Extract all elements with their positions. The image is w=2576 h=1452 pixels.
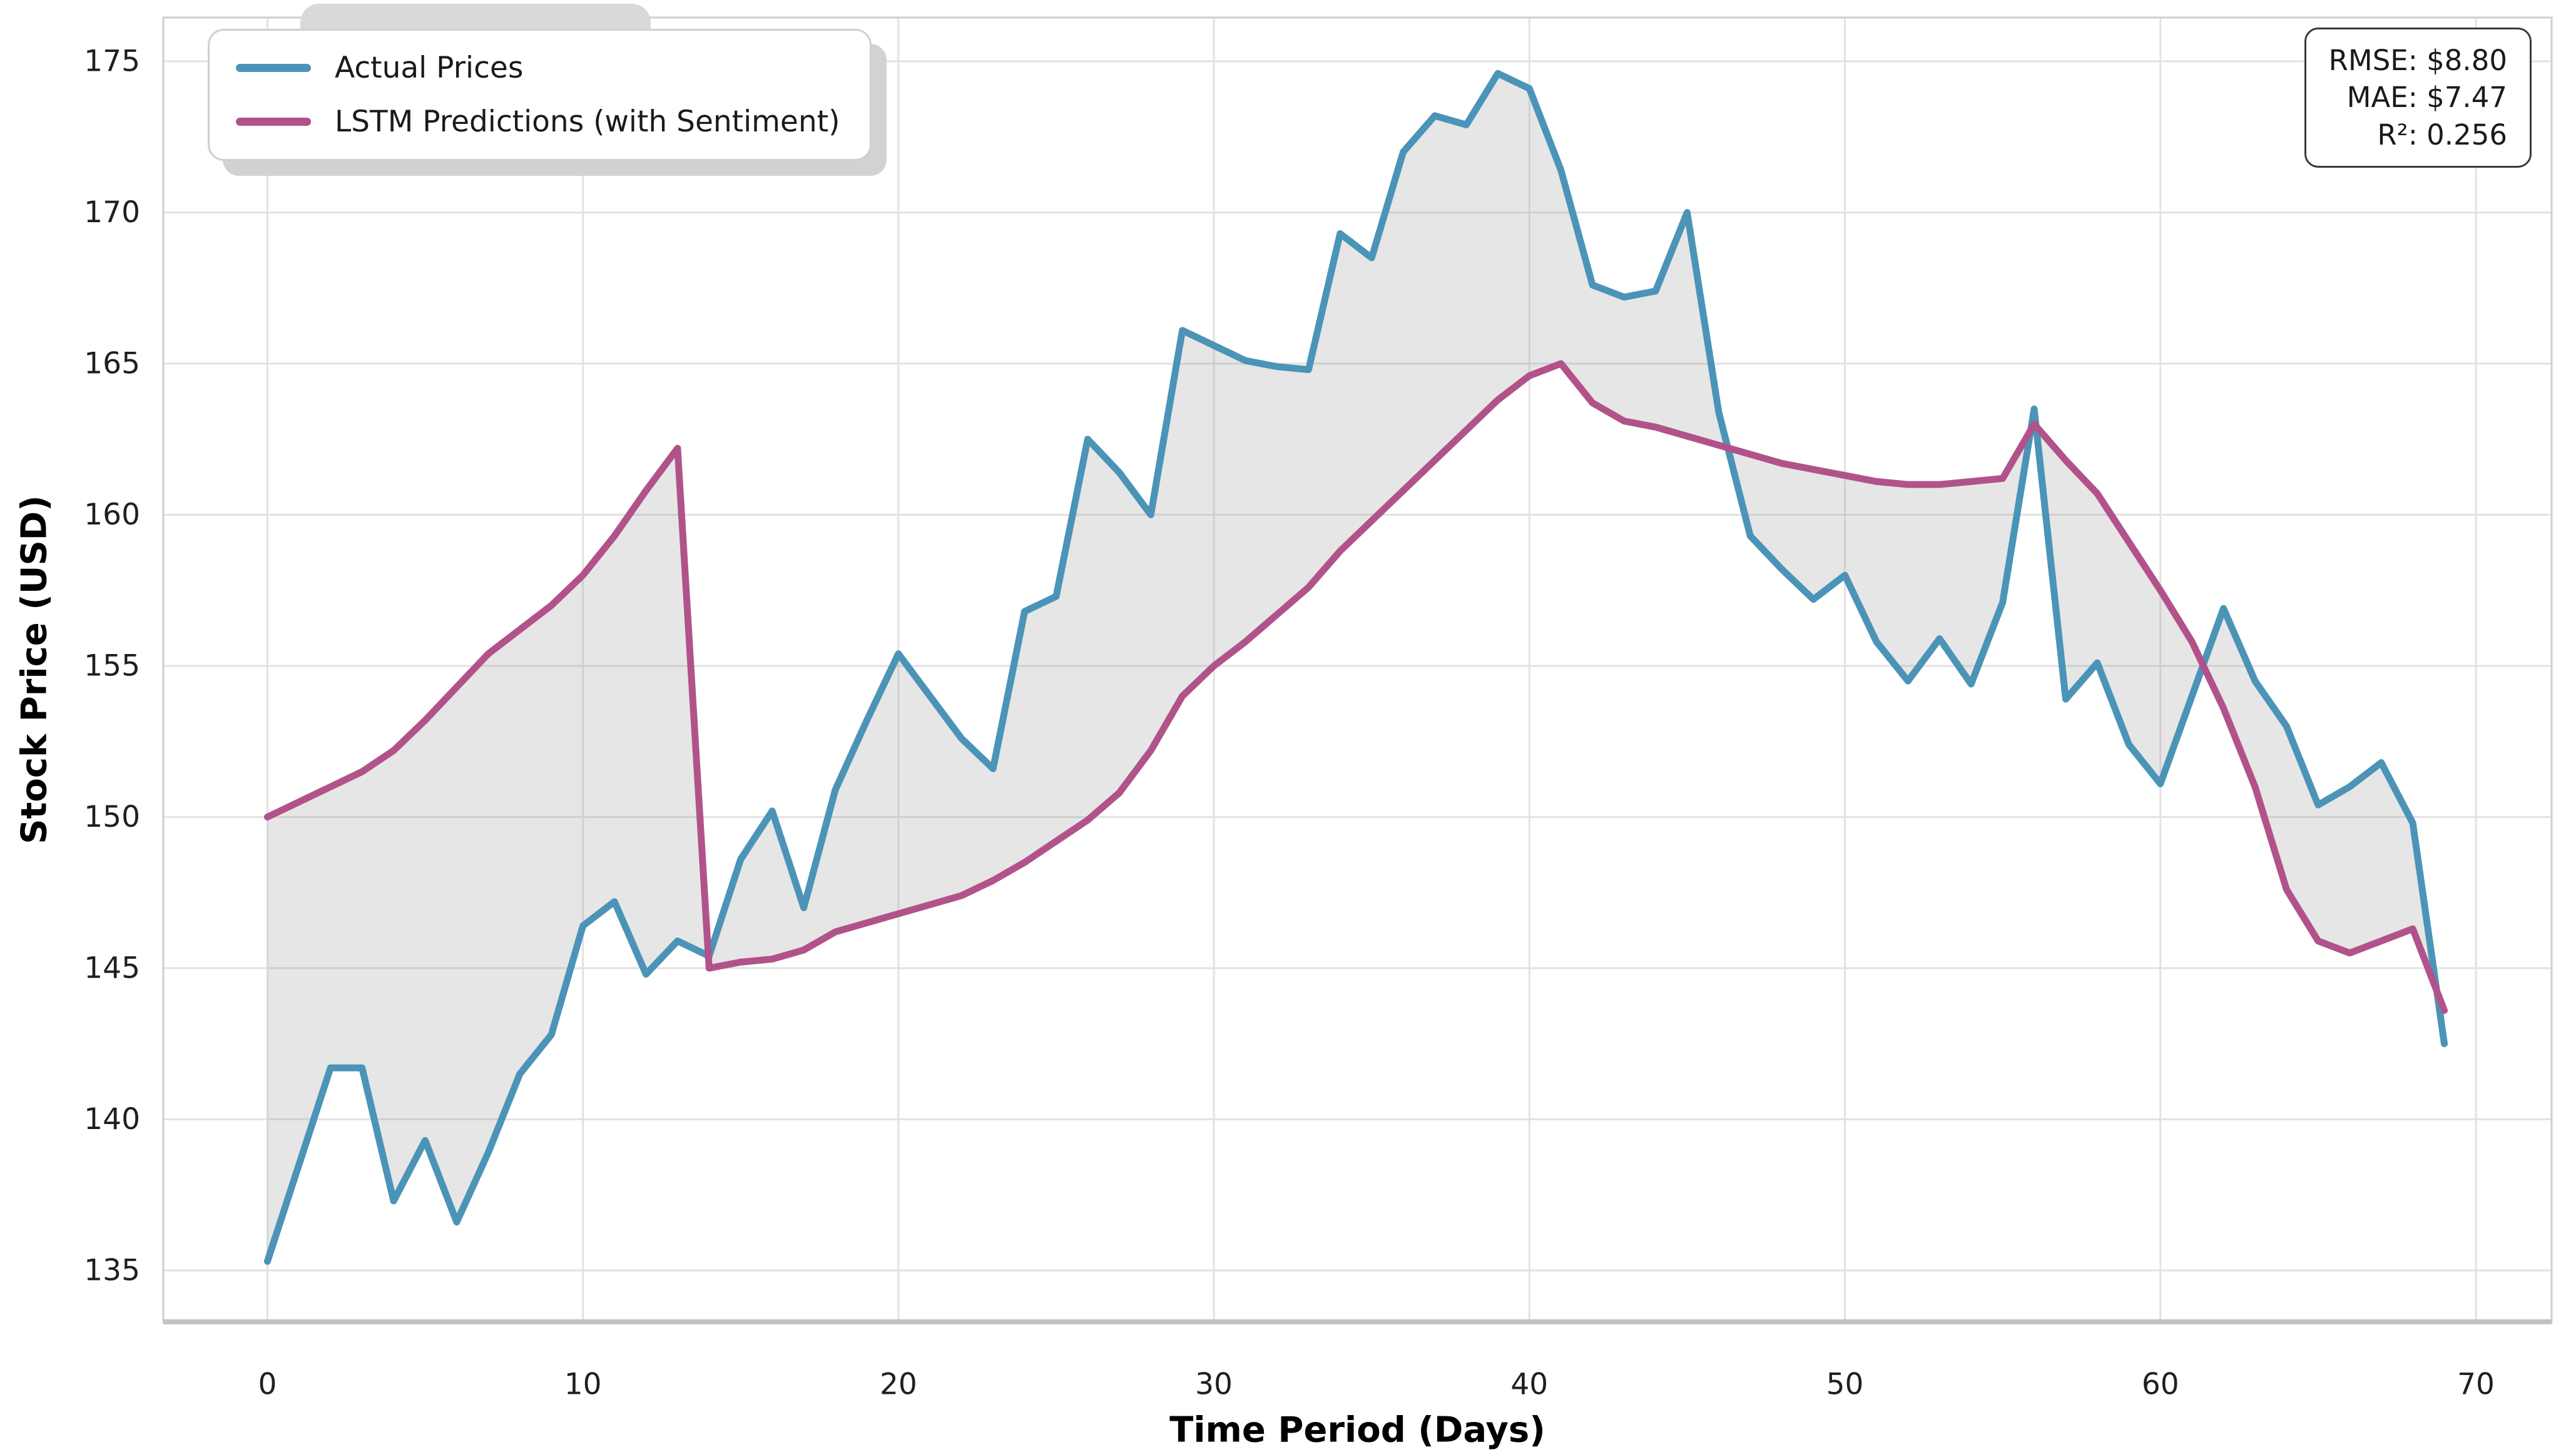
actual-prices-line bbox=[263, 69, 2448, 1265]
y-tick-label: 140 bbox=[84, 1102, 140, 1137]
y-tick-label: 150 bbox=[84, 800, 140, 834]
legend: Actual Prices LSTM Predictions (with Sen… bbox=[208, 29, 872, 161]
y-axis-label: Stock Price (USD) bbox=[14, 495, 55, 844]
y-tick-label: 170 bbox=[84, 195, 140, 230]
actual-prices-line-swatch bbox=[236, 64, 311, 73]
x-tick-label: 60 bbox=[2142, 1368, 2179, 1402]
x-axis-label: Time Period (Days) bbox=[1169, 1410, 1545, 1451]
r-squared-value: R²: 0.256 bbox=[2377, 118, 2507, 151]
legend-label-lstm: LSTM Predictions (with Sentiment) bbox=[335, 104, 840, 139]
y-tick-label: 155 bbox=[84, 648, 140, 683]
y-tick-label: 160 bbox=[84, 498, 140, 532]
mae-value: MAE: $7.47 bbox=[2346, 81, 2507, 115]
legend-item-actual: Actual Prices bbox=[236, 52, 840, 84]
prediction-gap-fill bbox=[267, 73, 2445, 1262]
x-tick-label: 30 bbox=[1195, 1368, 1233, 1402]
x-tick-label: 20 bbox=[880, 1368, 917, 1402]
legend-label-actual: Actual Prices bbox=[335, 51, 524, 85]
x-tick-label: 0 bbox=[258, 1368, 277, 1402]
legend-item-lstm: LSTM Predictions (with Sentiment) bbox=[236, 104, 840, 139]
y-tick-label: 145 bbox=[84, 951, 140, 985]
rmse-value: RMSE: $8.80 bbox=[2328, 44, 2507, 77]
x-tick-label: 10 bbox=[564, 1368, 602, 1402]
y-tick-label: 165 bbox=[84, 346, 140, 381]
lstm-predictions-line bbox=[263, 360, 2448, 1015]
x-tick-label: 40 bbox=[1510, 1368, 1548, 1402]
y-tick-label: 135 bbox=[84, 1253, 140, 1287]
metrics-box: RMSE: $8.80 MAE: $7.47 R²: 0.256 bbox=[2304, 28, 2532, 168]
x-tick-label: 70 bbox=[2457, 1368, 2495, 1402]
y-tick-label: 175 bbox=[84, 44, 140, 79]
x-tick-label: 50 bbox=[1826, 1368, 1864, 1402]
lstm-predictions-line-swatch bbox=[236, 118, 311, 126]
